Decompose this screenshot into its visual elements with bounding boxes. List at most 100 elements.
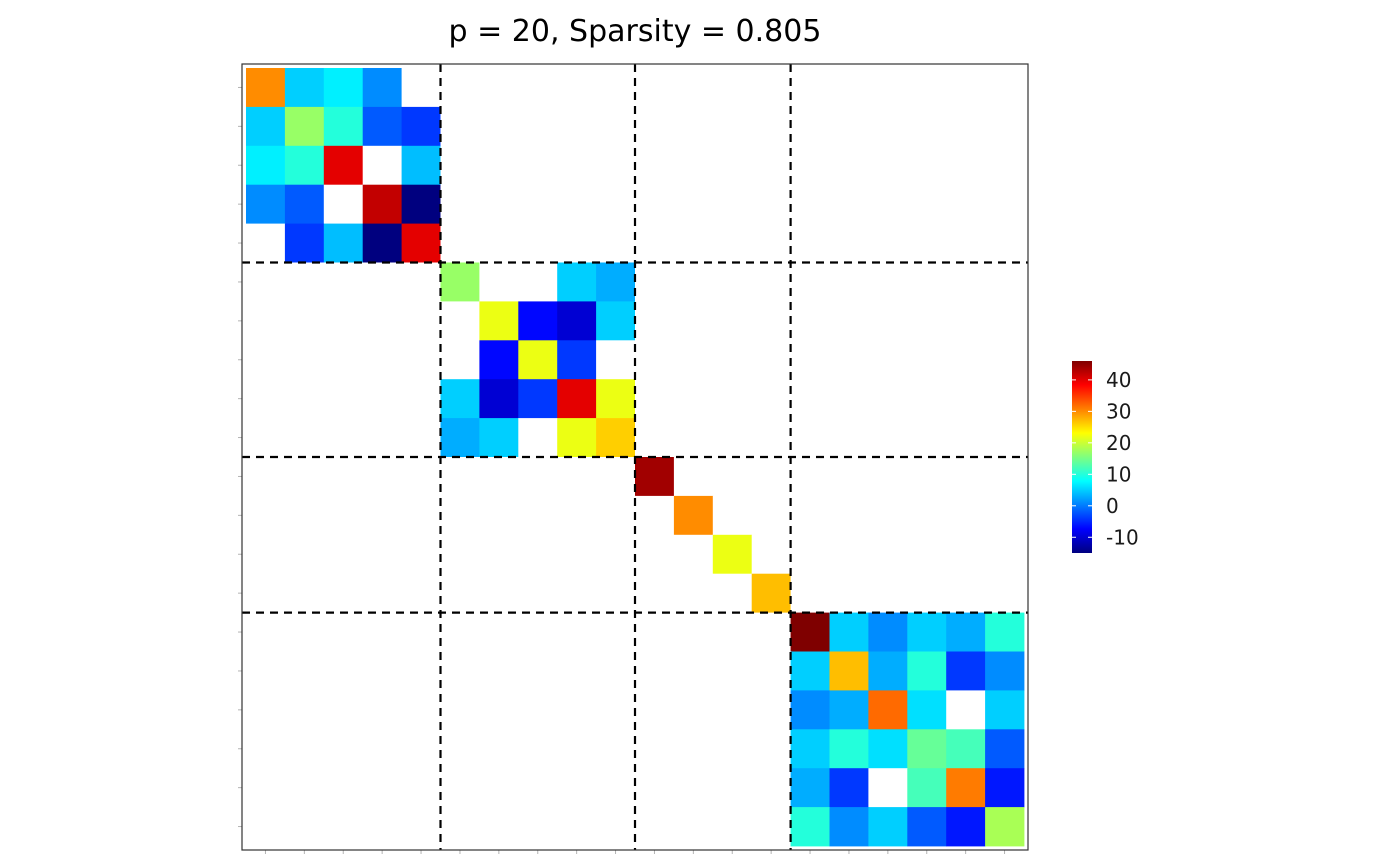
heatmap-cell-r10-c17 <box>868 418 908 458</box>
heatmap-cell-r20-c1 <box>246 807 286 847</box>
heatmap-cell-r20-c10 <box>596 807 636 847</box>
heatmap-cell-r9-c18 <box>907 379 947 419</box>
heatmap-cell-r8-c8 <box>518 340 558 380</box>
heatmap-cell-r7-c10 <box>596 301 636 341</box>
heatmap-cell-r3-c2 <box>284 145 325 186</box>
heatmap-cell-r16-c9 <box>557 651 597 691</box>
heatmap-cell-r10-c12 <box>673 418 714 458</box>
heatmap-cell-r15-c19 <box>946 612 986 652</box>
heatmap-cell-r17-c2 <box>284 690 325 730</box>
heatmap-cell-r19-c1 <box>246 768 286 808</box>
heatmap-cell-r8-c19 <box>946 340 986 380</box>
heatmap-cell-r19-c7 <box>479 768 519 808</box>
heatmap-cell-r8-c16 <box>829 340 869 380</box>
heatmap-cell-r3-c12 <box>673 145 714 186</box>
heatmap-cell-r4-c5 <box>401 184 441 224</box>
heatmap-cell-r8-c14 <box>751 340 791 380</box>
heatmap-cell-r4-c10 <box>596 184 636 224</box>
heatmap-cell-r18-c17 <box>868 729 908 769</box>
heatmap-cell-r7-c11 <box>635 301 675 341</box>
heatmap-cell-r17-c5 <box>401 690 441 730</box>
heatmap-cell-r14-c8 <box>518 573 558 613</box>
heatmap-cell-r13-c12 <box>673 534 714 575</box>
heatmap-cell-r10-c15 <box>790 418 830 458</box>
heatmap-cell-r12-c15 <box>790 495 830 536</box>
heatmap-cell-r7-c4 <box>362 301 402 341</box>
heatmap-cell-r10-c19 <box>946 418 986 458</box>
colorbar-gradient <box>1072 361 1092 553</box>
heatmap-cell-r17-c1 <box>246 690 286 730</box>
heatmap-cell-r19-c9 <box>557 768 597 808</box>
heatmap-cell-r18-c5 <box>401 729 441 769</box>
heatmap-cell-r9-c5 <box>401 379 441 419</box>
heatmap-cell-r20-c19 <box>946 807 986 847</box>
heatmap-cell-r1-c12 <box>673 68 714 108</box>
colorbar-tick-label: 30 <box>1106 399 1131 423</box>
heatmap-cell-r10-c8 <box>518 418 558 458</box>
heatmap-cell-r7-c14 <box>751 301 791 341</box>
heatmap-cell-r2-c1 <box>246 106 286 147</box>
heatmap-cell-r11-c4 <box>362 457 402 497</box>
heatmap-cell-r14-c18 <box>907 573 947 613</box>
heatmap-cell-r13-c2 <box>284 534 325 575</box>
heatmap-cell-r11-c6 <box>440 457 480 497</box>
heatmap-cell-r19-c14 <box>751 768 791 808</box>
heatmap-cell-r16-c11 <box>635 651 675 691</box>
heatmap-cell-r5-c5 <box>401 223 441 263</box>
heatmap-cell-r12-c13 <box>712 495 753 536</box>
heatmap-cell-r1-c5 <box>401 68 441 108</box>
heatmap-cell-r7-c16 <box>829 301 869 341</box>
heatmap-cell-r17-c6 <box>440 690 480 730</box>
heatmap-cell-r7-c6 <box>440 301 480 341</box>
heatmap-cell-r1-c15 <box>790 68 830 108</box>
heatmap-cell-r20-c8 <box>518 807 558 847</box>
heatmap-cell-r17-c12 <box>673 690 714 730</box>
heatmap-cell-r13-c7 <box>479 534 519 575</box>
heatmap-cell-r4-c1 <box>246 184 286 224</box>
heatmap-cell-r19-c12 <box>673 768 714 808</box>
heatmap-cell-r1-c6 <box>440 68 480 108</box>
heatmap-cell-r19-c8 <box>518 768 558 808</box>
heatmap-cell-r13-c6 <box>440 534 480 575</box>
heatmap-cell-r1-c16 <box>829 68 869 108</box>
heatmap-cell-r6-c7 <box>479 262 519 302</box>
heatmap-cell-r12-c14 <box>751 495 791 536</box>
heatmap-cell-r9-c8 <box>518 379 558 419</box>
heatmap-cell-r2-c17 <box>868 106 908 147</box>
colorbar-tick-label: 40 <box>1106 368 1131 392</box>
heatmap-cell-r19-c20 <box>985 768 1025 808</box>
heatmap-cell-r2-c7 <box>479 106 519 147</box>
heatmap-cell-r8-c17 <box>868 340 908 380</box>
heatmap-cell-r15-c2 <box>284 612 325 652</box>
heatmap-cell-r6-c19 <box>946 262 986 302</box>
heatmap-cell-r11-c12 <box>673 457 714 497</box>
heatmap-cell-r6-c1 <box>246 262 286 302</box>
heatmap-cell-r15-c18 <box>907 612 947 652</box>
heatmap-cell-r9-c14 <box>751 379 791 419</box>
heatmap-cell-r10-c20 <box>985 418 1025 458</box>
heatmap-cell-r18-c18 <box>907 729 947 769</box>
heatmap-cell-r1-c10 <box>596 68 636 108</box>
heatmap-cell-r13-c13 <box>712 534 753 575</box>
heatmap-cell-r11-c20 <box>985 457 1025 497</box>
heatmap-cell-r17-c20 <box>985 690 1025 730</box>
heatmap-cell-r14-c19 <box>946 573 986 613</box>
heatmap-cell-r13-c4 <box>362 534 402 575</box>
heatmap-cell-r14-c16 <box>829 573 869 613</box>
heatmap-cell-r5-c17 <box>868 223 908 263</box>
heatmap-cell-r15-c12 <box>673 612 714 652</box>
heatmap-cell-r14-c12 <box>673 573 714 613</box>
heatmap-cell-r20-c4 <box>362 807 402 847</box>
heatmap-cell-r11-c15 <box>790 457 830 497</box>
heatmap-cell-r19-c4 <box>362 768 402 808</box>
colorbar-legend: -10 0 10 20 30 40 <box>1072 361 1139 553</box>
heatmap-cell-r17-c7 <box>479 690 519 730</box>
heatmap-cell-r6-c4 <box>362 262 402 302</box>
heatmap-cell-r19-c10 <box>596 768 636 808</box>
heatmap-cell-r12-c4 <box>362 495 402 536</box>
heatmap-cell-r6-c2 <box>284 262 325 302</box>
heatmap-cell-r1-c3 <box>323 68 364 108</box>
heatmap-cell-r10-c5 <box>401 418 441 458</box>
heatmap-cell-r15-c4 <box>362 612 402 652</box>
heatmap-cell-r18-c10 <box>596 729 636 769</box>
